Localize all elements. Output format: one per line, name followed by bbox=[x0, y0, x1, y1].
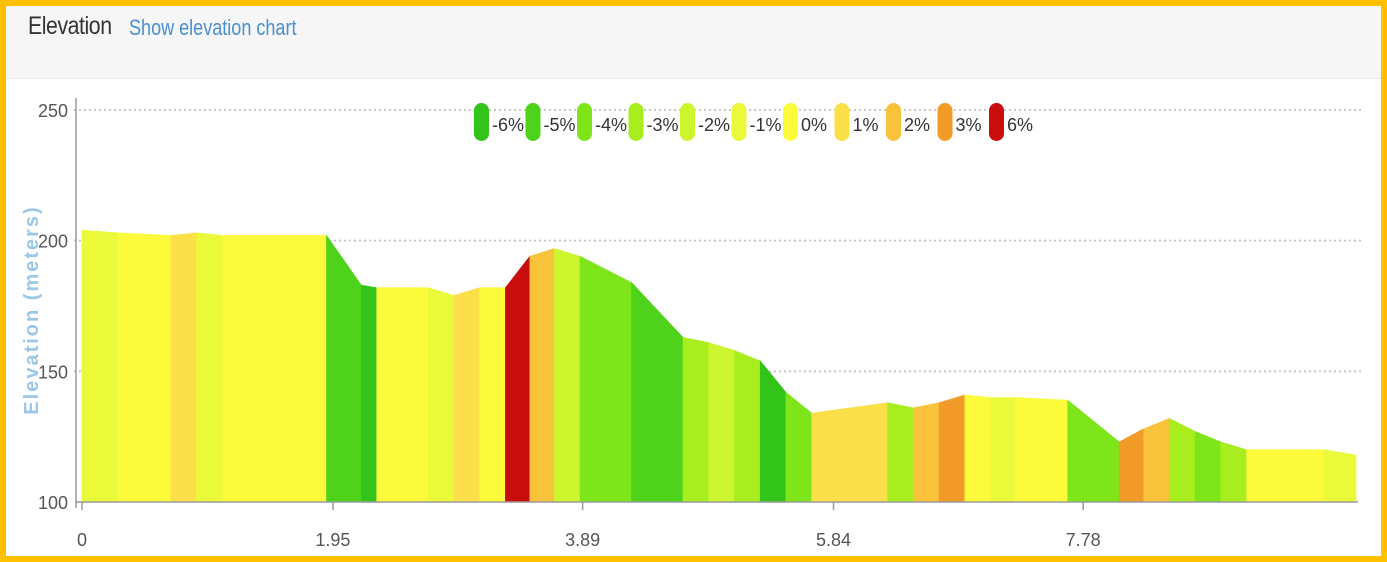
elevation-segment[interactable] bbox=[81, 229, 119, 503]
legend-label: 6% bbox=[1007, 115, 1033, 135]
elevation-segment[interactable] bbox=[708, 342, 735, 503]
legend-label: -3% bbox=[647, 115, 679, 135]
elevation-segment[interactable] bbox=[1169, 417, 1196, 503]
legend-label: 2% bbox=[904, 115, 930, 135]
x-tick-label: 0 bbox=[77, 530, 87, 550]
legend-item[interactable]: -6% bbox=[474, 103, 524, 141]
elevation-segment[interactable] bbox=[170, 232, 197, 503]
elevation-segment[interactable] bbox=[553, 248, 581, 503]
legend-swatch bbox=[937, 103, 953, 141]
legend-label: 0% bbox=[801, 115, 827, 135]
elevation-segment[interactable] bbox=[785, 391, 813, 503]
elevation-segment[interactable] bbox=[1143, 417, 1170, 503]
elevation-segment[interactable] bbox=[427, 287, 455, 503]
elevation-segment[interactable] bbox=[1194, 430, 1222, 503]
legend-item[interactable]: 6% bbox=[989, 103, 1033, 141]
elevation-segment[interactable] bbox=[759, 360, 787, 503]
elevation-segment[interactable] bbox=[938, 394, 966, 503]
elevation-segment[interactable] bbox=[682, 337, 710, 503]
legend-label: -2% bbox=[698, 115, 730, 135]
show-elevation-chart-link[interactable]: Show elevation chart bbox=[129, 15, 297, 40]
y-tick-label: 200 bbox=[38, 232, 68, 252]
legend-swatch bbox=[628, 103, 644, 141]
elevation-segment[interactable] bbox=[964, 394, 991, 503]
x-tick-label: 3.89 bbox=[565, 530, 600, 550]
elevation-segment[interactable] bbox=[1067, 399, 1120, 503]
x-tick-label: 5.84 bbox=[816, 530, 851, 550]
legend-swatch bbox=[989, 103, 1004, 141]
legend-item[interactable]: -2% bbox=[680, 103, 730, 141]
elevation-segment[interactable] bbox=[222, 235, 327, 503]
legend-item[interactable]: 1% bbox=[834, 103, 879, 141]
legend-label: -4% bbox=[595, 115, 627, 135]
elevation-segment[interactable] bbox=[453, 287, 480, 503]
elevation-segment[interactable] bbox=[579, 255, 632, 503]
elevation-segment[interactable] bbox=[529, 248, 555, 503]
elevation-segment[interactable] bbox=[479, 287, 506, 503]
legend-swatch bbox=[783, 103, 798, 141]
elevation-segment[interactable] bbox=[1014, 397, 1068, 503]
legend-label: -5% bbox=[544, 115, 576, 135]
elevation-segment[interactable] bbox=[734, 349, 761, 503]
legend-label: 3% bbox=[956, 115, 982, 135]
elevation-segment[interactable] bbox=[1246, 449, 1325, 503]
y-tick-label: 250 bbox=[38, 101, 68, 121]
legend-label: 1% bbox=[853, 115, 879, 135]
x-axis: 0 1.95 3.89 5.84 7.78 bbox=[76, 501, 1358, 550]
x-tick-label: 1.95 bbox=[315, 530, 350, 550]
elevation-segment[interactable] bbox=[631, 281, 684, 503]
elevation-segment[interactable] bbox=[887, 402, 914, 503]
elevation-segment[interactable] bbox=[376, 287, 429, 503]
legend-label: -6% bbox=[492, 115, 524, 135]
legend-item[interactable]: -1% bbox=[731, 103, 782, 141]
y-tick-label: 100 bbox=[38, 493, 68, 513]
elevation-segment[interactable] bbox=[326, 234, 362, 503]
panel-title: Elevation bbox=[28, 12, 112, 40]
elevation-segment[interactable] bbox=[196, 232, 223, 503]
elevation-segment[interactable] bbox=[811, 402, 888, 503]
legend-swatch bbox=[886, 103, 901, 141]
elevation-header: Elevation Show elevation chart bbox=[6, 6, 1381, 79]
legend-item[interactable]: 3% bbox=[937, 103, 982, 141]
y-tick-label: 150 bbox=[38, 362, 68, 382]
elevation-segment[interactable] bbox=[1220, 441, 1247, 503]
legend-item[interactable]: -4% bbox=[577, 103, 627, 141]
legend-swatch bbox=[525, 103, 541, 141]
elevation-segment[interactable] bbox=[1118, 428, 1144, 503]
legend-item[interactable]: 0% bbox=[783, 103, 827, 141]
legend-swatch bbox=[731, 103, 747, 141]
elevation-segment[interactable] bbox=[117, 232, 172, 503]
legend-swatch bbox=[474, 103, 489, 141]
legend-item[interactable]: -5% bbox=[525, 103, 576, 141]
y-axis: 250 200 150 100 bbox=[38, 98, 77, 513]
elevation-segment[interactable] bbox=[912, 402, 940, 503]
elevation-segment[interactable] bbox=[505, 255, 531, 503]
legend-label: -1% bbox=[750, 115, 782, 135]
legend-swatch bbox=[680, 103, 695, 141]
legend-swatch bbox=[834, 103, 850, 141]
legend-swatch bbox=[577, 103, 592, 141]
legend-item[interactable]: 2% bbox=[886, 103, 930, 141]
elevation-segment[interactable] bbox=[990, 397, 1016, 503]
y-axis-label: Elevation (meters) bbox=[21, 205, 43, 414]
x-tick-label: 7.78 bbox=[1066, 530, 1101, 550]
elevation-area bbox=[81, 229, 1357, 503]
legend-item[interactable]: -3% bbox=[628, 103, 679, 141]
elevation-segment[interactable] bbox=[360, 284, 378, 503]
grade-legend[interactable]: -6% -5% -4% -3% -2% -1% 0% 1% 2% 3% 6% bbox=[474, 103, 1033, 141]
elevation-segment[interactable] bbox=[1323, 449, 1357, 503]
